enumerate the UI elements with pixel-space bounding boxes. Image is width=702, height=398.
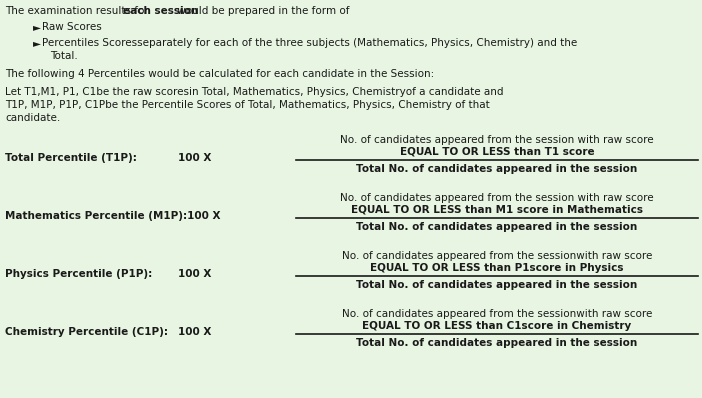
- Text: Total Percentile (T1P):: Total Percentile (T1P):: [5, 153, 137, 163]
- Text: each session: each session: [123, 6, 199, 16]
- Text: Chemistry Percentile (C1P):: Chemistry Percentile (C1P):: [5, 327, 168, 337]
- Text: Total No. of candidates appeared in the session: Total No. of candidates appeared in the …: [357, 280, 637, 290]
- Text: Total.: Total.: [50, 51, 78, 61]
- Text: EQUAL TO OR LESS than M1 score in Mathematics: EQUAL TO OR LESS than M1 score in Mathem…: [351, 205, 643, 215]
- Text: ►: ►: [33, 22, 41, 32]
- Text: ►: ►: [33, 38, 41, 48]
- Text: The examination results for: The examination results for: [5, 6, 152, 16]
- Text: Total No. of candidates appeared in the session: Total No. of candidates appeared in the …: [357, 164, 637, 174]
- Text: EQUAL TO OR LESS than C1score in Chemistry: EQUAL TO OR LESS than C1score in Chemist…: [362, 321, 632, 331]
- Text: candidate.: candidate.: [5, 113, 60, 123]
- Text: T1P, M1P, P1P, C1Pbe the Percentile Scores of Total, Mathematics, Physics, Chemi: T1P, M1P, P1P, C1Pbe the Percentile Scor…: [5, 100, 490, 110]
- Text: 100 X: 100 X: [178, 269, 211, 279]
- Text: The following 4 Percentiles would be calculated for each candidate in the Sessio: The following 4 Percentiles would be cal…: [5, 69, 435, 79]
- Text: Raw Scores: Raw Scores: [42, 22, 102, 32]
- Text: would be prepared in the form of: would be prepared in the form of: [174, 6, 350, 16]
- Text: Total No. of candidates appeared in the session: Total No. of candidates appeared in the …: [357, 338, 637, 348]
- Text: 100 X: 100 X: [178, 153, 211, 163]
- Text: Total No. of candidates appeared in the session: Total No. of candidates appeared in the …: [357, 222, 637, 232]
- Text: Physics Percentile (P1P):: Physics Percentile (P1P):: [5, 269, 152, 279]
- Text: No. of candidates appeared from the sessionwith raw score: No. of candidates appeared from the sess…: [342, 309, 652, 319]
- Text: No. of candidates appeared from the session with raw score: No. of candidates appeared from the sess…: [340, 135, 654, 145]
- Text: EQUAL TO OR LESS than T1 score: EQUAL TO OR LESS than T1 score: [399, 147, 595, 157]
- Text: 100 X: 100 X: [178, 327, 211, 337]
- Text: Percentiles Scoresseparately for each of the three subjects (Mathematics, Physic: Percentiles Scoresseparately for each of…: [42, 38, 577, 48]
- Text: No. of candidates appeared from the sessionwith raw score: No. of candidates appeared from the sess…: [342, 251, 652, 261]
- Text: No. of candidates appeared from the session with raw score: No. of candidates appeared from the sess…: [340, 193, 654, 203]
- Text: Mathematics Percentile (M1P):100 X: Mathematics Percentile (M1P):100 X: [5, 211, 220, 221]
- Text: Let T1,M1, P1, C1be the raw scoresin Total, Mathematics, Physics, Chemistryof a : Let T1,M1, P1, C1be the raw scoresin Tot…: [5, 87, 503, 97]
- Text: EQUAL TO OR LESS than P1score in Physics: EQUAL TO OR LESS than P1score in Physics: [370, 263, 624, 273]
